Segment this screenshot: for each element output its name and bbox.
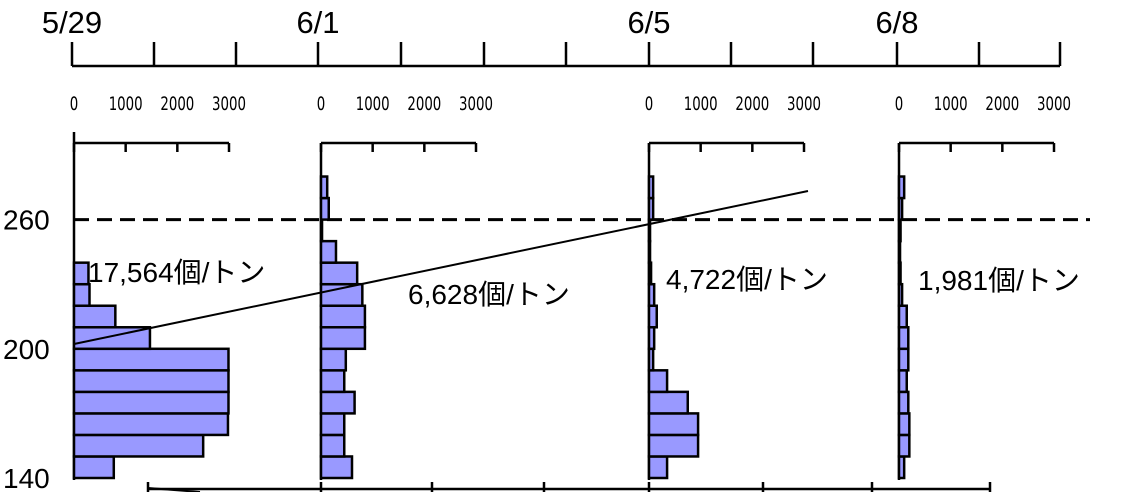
histogram-bar [647,455,669,480]
histogram-bar [647,239,652,264]
histogram-bar [647,304,658,329]
histogram-bar [72,455,116,480]
density-annotation: 6,628個/トン [408,279,570,310]
histogram-bar [319,369,346,394]
density-annotation: 1,981個/トン [918,265,1080,296]
x-tick-label: 1000 [934,93,968,115]
histogram-bar [319,433,346,458]
histogram-bar [897,455,906,480]
x-tick-label: 2000 [407,93,441,115]
x-tick-label: 0 [895,93,903,115]
histogram-bar [897,390,910,415]
histogram-bar [897,218,902,243]
trend-line [73,190,809,345]
histogram-bar [647,412,700,437]
histogram-bar [319,218,324,243]
histogram-bar [647,326,656,351]
density-annotation: 17,564個/トン [88,257,265,288]
date-tick-label: 6/5 [627,5,670,40]
histogram-bar [72,304,117,329]
histogram-bar [897,239,902,264]
bottom-axis-stub [147,487,201,492]
histogram-bar [72,412,230,437]
date-tick-label: 5/29 [42,5,102,40]
y-tick-label: 260 [3,205,50,236]
histogram-bar [647,433,700,458]
x-tick-label: 3000 [1037,93,1071,115]
panel-6-5: 0 1000 2000 3000 4,722個/トン [645,93,828,480]
date-tick-label: 6/8 [875,5,918,40]
histogram-bar [897,347,910,372]
date-tick-label: 6/1 [296,5,339,40]
histogram-panels: 0 1000 2000 3000 17,564個/トン 0 1000 2000 3000 6,62… [70,93,1080,480]
x-tick-label: 1000 [109,93,143,115]
x-tick-label: 1000 [356,93,390,115]
histogram-bar [319,390,356,415]
y-tick-label: 140 [3,463,50,492]
histogram-bar [647,175,655,200]
density-annotation: 4,722個/トン [666,264,828,295]
histogram-bar [647,390,689,415]
histogram-bar [319,196,330,221]
histogram-bar [72,433,205,458]
histogram-bar [897,369,908,394]
x-tick-label: 3000 [787,93,821,115]
panel-5-29: 0 1000 2000 3000 17,564個/トン [70,93,265,480]
histogram-bar [897,261,902,286]
histogram-bar [897,282,904,307]
histogram-bar [647,261,653,286]
histogram-bar [647,347,655,372]
x-tick-label: 0 [317,93,325,115]
histogram-bar [72,390,230,415]
trend-line-group [73,190,809,345]
histogram-bar [897,304,908,329]
y-tick-label: 200 [3,334,50,365]
histogram-bar [897,412,911,437]
x-tick-label: 2000 [160,93,194,115]
y-axis: 260 200 140 [3,132,76,492]
x-tick-label: 3000 [459,93,493,115]
x-tick-label: 0 [70,93,78,115]
histogram-bar [897,175,906,200]
histogram-bar [897,196,904,221]
panel-6-1: 0 1000 2000 3000 6,628個/トン [317,93,570,480]
histogram-bar [647,218,652,243]
x-tick-label: 0 [645,93,653,115]
bottom-axis [146,482,992,492]
histogram-bar [319,175,329,200]
histogram-bar [72,369,230,394]
histogram-bar [319,347,348,372]
x-tick-label: 3000 [212,93,246,115]
histogram-bar [647,369,669,394]
histogram-bar [319,455,354,480]
histogram-bar [72,261,90,286]
x-tick-label: 1000 [684,93,718,115]
histogram-bar [319,304,367,329]
histogram-bar [647,196,655,221]
x-tick-label: 2000 [985,93,1019,115]
histogram-bar [319,261,359,286]
histogram-bar [897,433,911,458]
histogram-bar [319,239,338,264]
histogram-bar [897,326,910,351]
date-axis: 5/29 6/1 6/5 6/8 [42,5,1062,68]
histogram-bar [72,347,230,372]
x-tick-label: 2000 [735,93,769,115]
histogram-bar [647,282,656,307]
panel-6-8: 0 1000 2000 3000 1,981個/トン [895,93,1080,480]
histogram-bar [319,326,367,351]
histogram-bar [319,412,346,437]
